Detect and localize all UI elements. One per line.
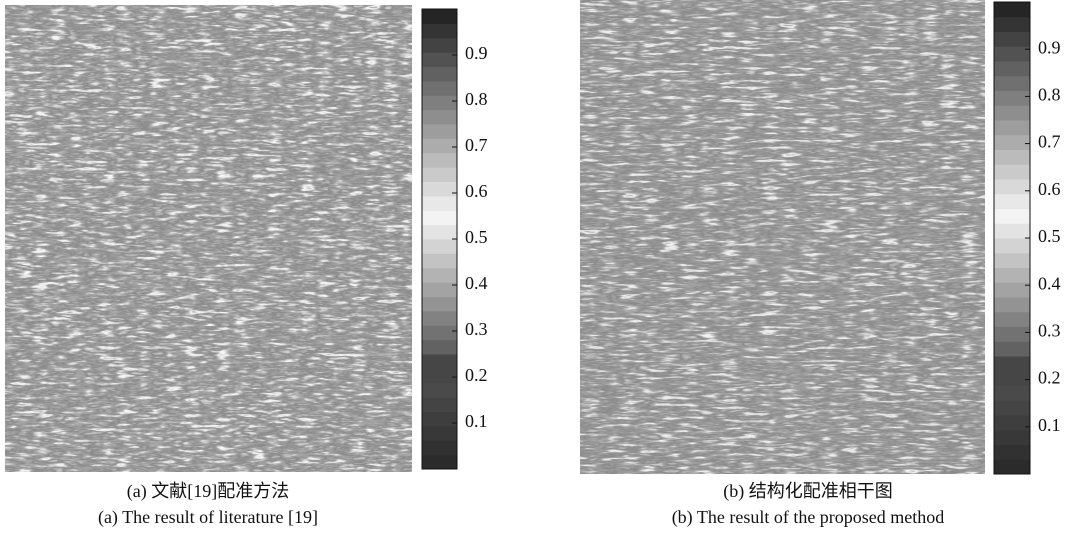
- colorbar-tick-label: 0.1: [1038, 415, 1061, 435]
- colorbar-band: [994, 75, 1030, 91]
- colorbar-band: [994, 61, 1030, 77]
- colorbar-band: [422, 80, 457, 96]
- colorbar-tick-label: 0.1: [465, 411, 488, 431]
- colorbar-band: [994, 341, 1030, 357]
- colorbar-tick-label: 0.6: [465, 181, 488, 201]
- colorbar-band: [994, 356, 1030, 372]
- colorbar-band: [994, 16, 1030, 32]
- colorbar-band: [994, 105, 1030, 121]
- colorbar-band: [422, 66, 457, 82]
- colorbar-tick-label: 0.5: [1038, 226, 1061, 246]
- colorbar-band: [422, 411, 457, 427]
- colorbar-band: [422, 210, 457, 226]
- colorbar-tick-label: 0.5: [465, 227, 488, 247]
- colorbar-band: [994, 267, 1030, 283]
- caption-en: (b) The result of the proposed method: [672, 507, 945, 528]
- colorbar-band: [422, 282, 457, 297]
- coherence-image: [580, 0, 985, 474]
- colorbar-band: [422, 397, 457, 412]
- colorbar-band: [994, 252, 1030, 268]
- colorbar-tick-label: 0.4: [1038, 273, 1061, 293]
- colorbar-band: [994, 134, 1030, 150]
- colorbar-band: [422, 23, 457, 39]
- colorbar-band: [994, 238, 1030, 254]
- colorbar-band: [994, 46, 1030, 62]
- colorbar-band: [994, 179, 1030, 195]
- colorbar-band: [422, 167, 457, 182]
- colorbar-band: [422, 181, 457, 197]
- colorbar-band: [422, 95, 457, 111]
- colorbar-tick-label: 0.8: [1038, 85, 1061, 105]
- colorbar-band: [422, 425, 457, 441]
- colorbar-band: [422, 382, 457, 398]
- colorbar-band: [994, 459, 1030, 475]
- colorbar-band: [422, 267, 457, 283]
- colorbar-band: [422, 325, 457, 341]
- colorbar-band: [422, 310, 457, 326]
- colorbar-band: [422, 224, 457, 240]
- colorbar-band: [994, 370, 1030, 386]
- colorbar-band: [994, 223, 1030, 239]
- colorbar-tick-label: 0.3: [1038, 321, 1061, 341]
- colorbar-tick-label: 0.9: [465, 43, 488, 63]
- colorbar-band: [422, 124, 457, 139]
- colorbar-band: [994, 400, 1030, 416]
- colorbar-tick-label: 0.7: [1038, 132, 1061, 152]
- colorbar-tick-label: 0.7: [465, 135, 488, 155]
- colorbar-band: [994, 429, 1030, 445]
- colorbar-band: [422, 109, 457, 125]
- colorbar-tick-label: 0.6: [1038, 179, 1061, 199]
- colorbar-band: [422, 440, 457, 456]
- colorbar-band: [422, 354, 457, 369]
- caption-zh: (a) 文献[19]配准方法: [127, 481, 289, 502]
- caption-zh: (b) 结构化配准相干图: [723, 481, 893, 502]
- colorbar-band: [994, 326, 1030, 342]
- colorbar-tick-label: 0.2: [465, 365, 488, 385]
- colorbar-tick-label: 0.9: [1038, 37, 1061, 57]
- colorbar-tick-label: 0.4: [465, 273, 488, 293]
- colorbar-band: [422, 296, 457, 312]
- colorbar-band: [994, 149, 1030, 165]
- colorbar-band: [994, 311, 1030, 327]
- colorbar-band: [422, 253, 457, 269]
- caption-en: (a) The result of literature [19]: [98, 507, 318, 528]
- colorbar-band: [994, 2, 1030, 18]
- colorbar-band: [422, 239, 457, 254]
- colorbar-band: [422, 339, 457, 355]
- colorbar-band: [994, 31, 1030, 47]
- colorbar-band: [422, 368, 457, 384]
- colorbar-tick-label: 0.8: [465, 89, 488, 109]
- colorbar-band: [994, 120, 1030, 136]
- colorbar-band: [994, 385, 1030, 401]
- colorbar-band: [994, 444, 1030, 460]
- colorbar-band: [422, 138, 457, 154]
- colorbar-band: [994, 415, 1030, 431]
- colorbar-band: [422, 52, 457, 67]
- coherence-image: [5, 5, 412, 472]
- colorbar-band: [422, 195, 457, 211]
- colorbar-band: [994, 208, 1030, 224]
- colorbar-band: [422, 37, 457, 53]
- colorbar-band: [994, 90, 1030, 106]
- colorbar-band: [994, 193, 1030, 209]
- colorbar-band: [994, 297, 1030, 313]
- colorbar-band: [422, 454, 457, 470]
- colorbar-tick-label: 0.2: [1038, 368, 1061, 388]
- colorbar-band: [994, 164, 1030, 180]
- colorbar-tick-label: 0.3: [465, 319, 488, 339]
- colorbar-band: [994, 282, 1030, 298]
- colorbar-band: [422, 9, 457, 24]
- colorbar-band: [422, 152, 457, 168]
